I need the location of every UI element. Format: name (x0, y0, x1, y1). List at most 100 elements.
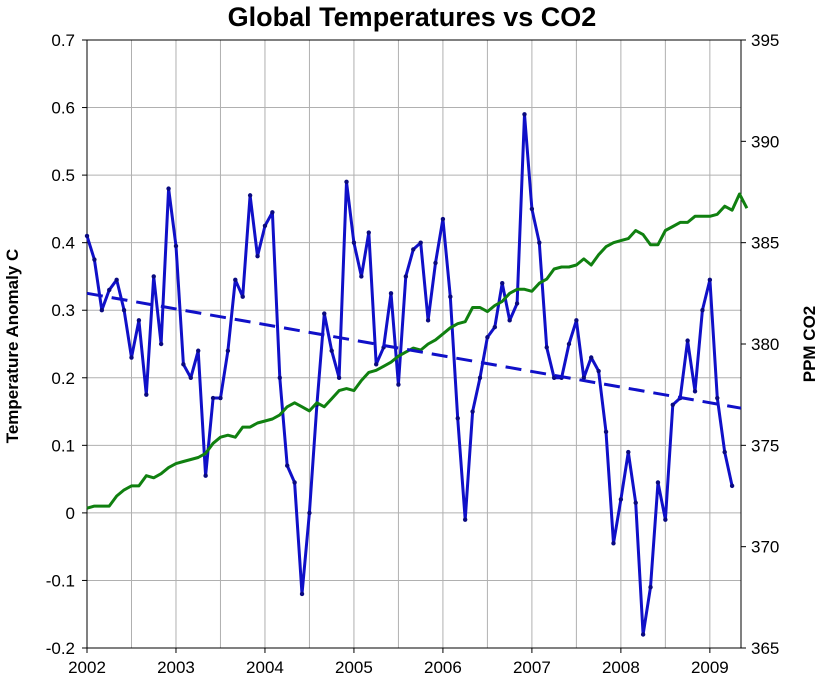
x-tick-label: 2005 (335, 658, 373, 677)
temperature-point (285, 463, 290, 468)
temperature-point (514, 301, 520, 306)
temperature-point (329, 348, 334, 353)
temperature-point (448, 294, 453, 299)
temperature-point (262, 223, 268, 228)
x-tick-label: 2008 (602, 658, 640, 677)
temperature-point (136, 318, 142, 323)
temperature-point (203, 473, 208, 478)
temperature-point (692, 389, 698, 394)
tick-labels: 0.7 0.6 0.5 0.4 0.3 0.2 0.1 0 -0.1 -0.2 395 390 385 3… (46, 31, 780, 677)
chart-title: Global Temperatures vs CO2 (227, 2, 597, 32)
temperature-point (233, 277, 238, 283)
temperature-point (529, 206, 535, 212)
temperature-point (707, 277, 713, 283)
temperature-point (418, 240, 423, 245)
temperature-point (359, 274, 364, 279)
y-right-tick-label: 395 (751, 31, 779, 50)
temperature-point (277, 375, 282, 380)
temperature-point (715, 395, 720, 401)
temperature-point (663, 517, 668, 522)
temperature-point (425, 318, 431, 323)
y-left-tick-label: 0.6 (51, 99, 75, 118)
y-left-tick-label: 0.5 (51, 166, 75, 185)
temperature-point (611, 541, 616, 546)
temperature-point (403, 274, 409, 279)
x-tick-label: 2009 (691, 658, 729, 677)
temperature-point (373, 362, 379, 367)
y-right-tick-label: 375 (751, 436, 779, 455)
temperature-point (270, 210, 275, 215)
temperature-point (566, 341, 572, 347)
temperature-point (129, 355, 134, 360)
temperature-point (396, 382, 401, 387)
temperature-point (640, 632, 646, 637)
temperature-point (92, 257, 97, 262)
y-left-tick-label: -0.2 (46, 639, 75, 658)
temperature-point (351, 240, 357, 245)
axes (82, 39, 746, 653)
temperature-point (188, 375, 194, 380)
y-right-tick-label: 370 (751, 538, 779, 557)
temperature-point (299, 591, 305, 597)
temperature-point (292, 480, 297, 485)
temperature-point (603, 429, 609, 435)
gridlines (87, 40, 741, 648)
y-right-tick-label: 385 (751, 234, 779, 253)
temperature-point (144, 392, 149, 397)
temperature-point (218, 395, 223, 401)
temperature-point (596, 368, 601, 374)
temperature-point (433, 260, 438, 266)
temperature-point (114, 277, 119, 283)
temperature-point (255, 253, 260, 259)
temperature-point (336, 375, 342, 380)
temperature-point (121, 308, 127, 313)
x-tick-label: 2004 (246, 658, 284, 677)
temperature-point (685, 338, 690, 343)
temperature-point (411, 247, 416, 252)
temperature-point (633, 500, 638, 505)
temperature-point (196, 348, 201, 353)
x-tick-label: 2002 (68, 658, 106, 677)
temperature-point (151, 274, 156, 279)
y-right-tick-label: 390 (751, 132, 779, 151)
temperature-point (626, 449, 631, 455)
temperature-point (574, 318, 579, 323)
temperature-point (455, 416, 460, 421)
temperature-point (388, 291, 394, 296)
plot-area (87, 40, 741, 648)
temperature-point (670, 402, 675, 407)
temperature-point (173, 243, 179, 249)
temperature-point (158, 341, 164, 347)
temperature-point (107, 287, 112, 293)
y-right-tick-label: 380 (751, 335, 779, 354)
temperature-point (366, 230, 371, 235)
temperature-point (722, 449, 727, 455)
temperature-point (462, 517, 468, 522)
series-group (84, 112, 749, 637)
y-right-tick-label: 365 (751, 639, 779, 658)
plot-frame (86, 39, 742, 649)
temperature-point (84, 233, 90, 239)
temperature-point (181, 362, 186, 367)
temperature-point (440, 216, 446, 222)
temperature-point (322, 311, 327, 316)
temperature-point (470, 409, 475, 414)
temperature-point (240, 294, 245, 299)
temperature-point (500, 281, 505, 286)
y-left-tick-label: 0.4 (51, 234, 75, 253)
co2-line (86, 192, 749, 510)
temperature-point (507, 318, 512, 323)
temperature-point (544, 345, 549, 350)
temperature-point (700, 308, 705, 313)
x-tick-label: 2003 (157, 658, 195, 677)
temperature-point (225, 348, 231, 353)
temperature-point (492, 324, 498, 330)
y-left-tick-label: -0.1 (46, 571, 75, 590)
temperature-point (648, 585, 653, 590)
temperature-point (589, 355, 594, 360)
temperature-point (307, 510, 312, 516)
temperature-point (729, 483, 735, 489)
temperature-point (247, 193, 253, 198)
y-left-tick-label: 0.3 (51, 301, 75, 320)
